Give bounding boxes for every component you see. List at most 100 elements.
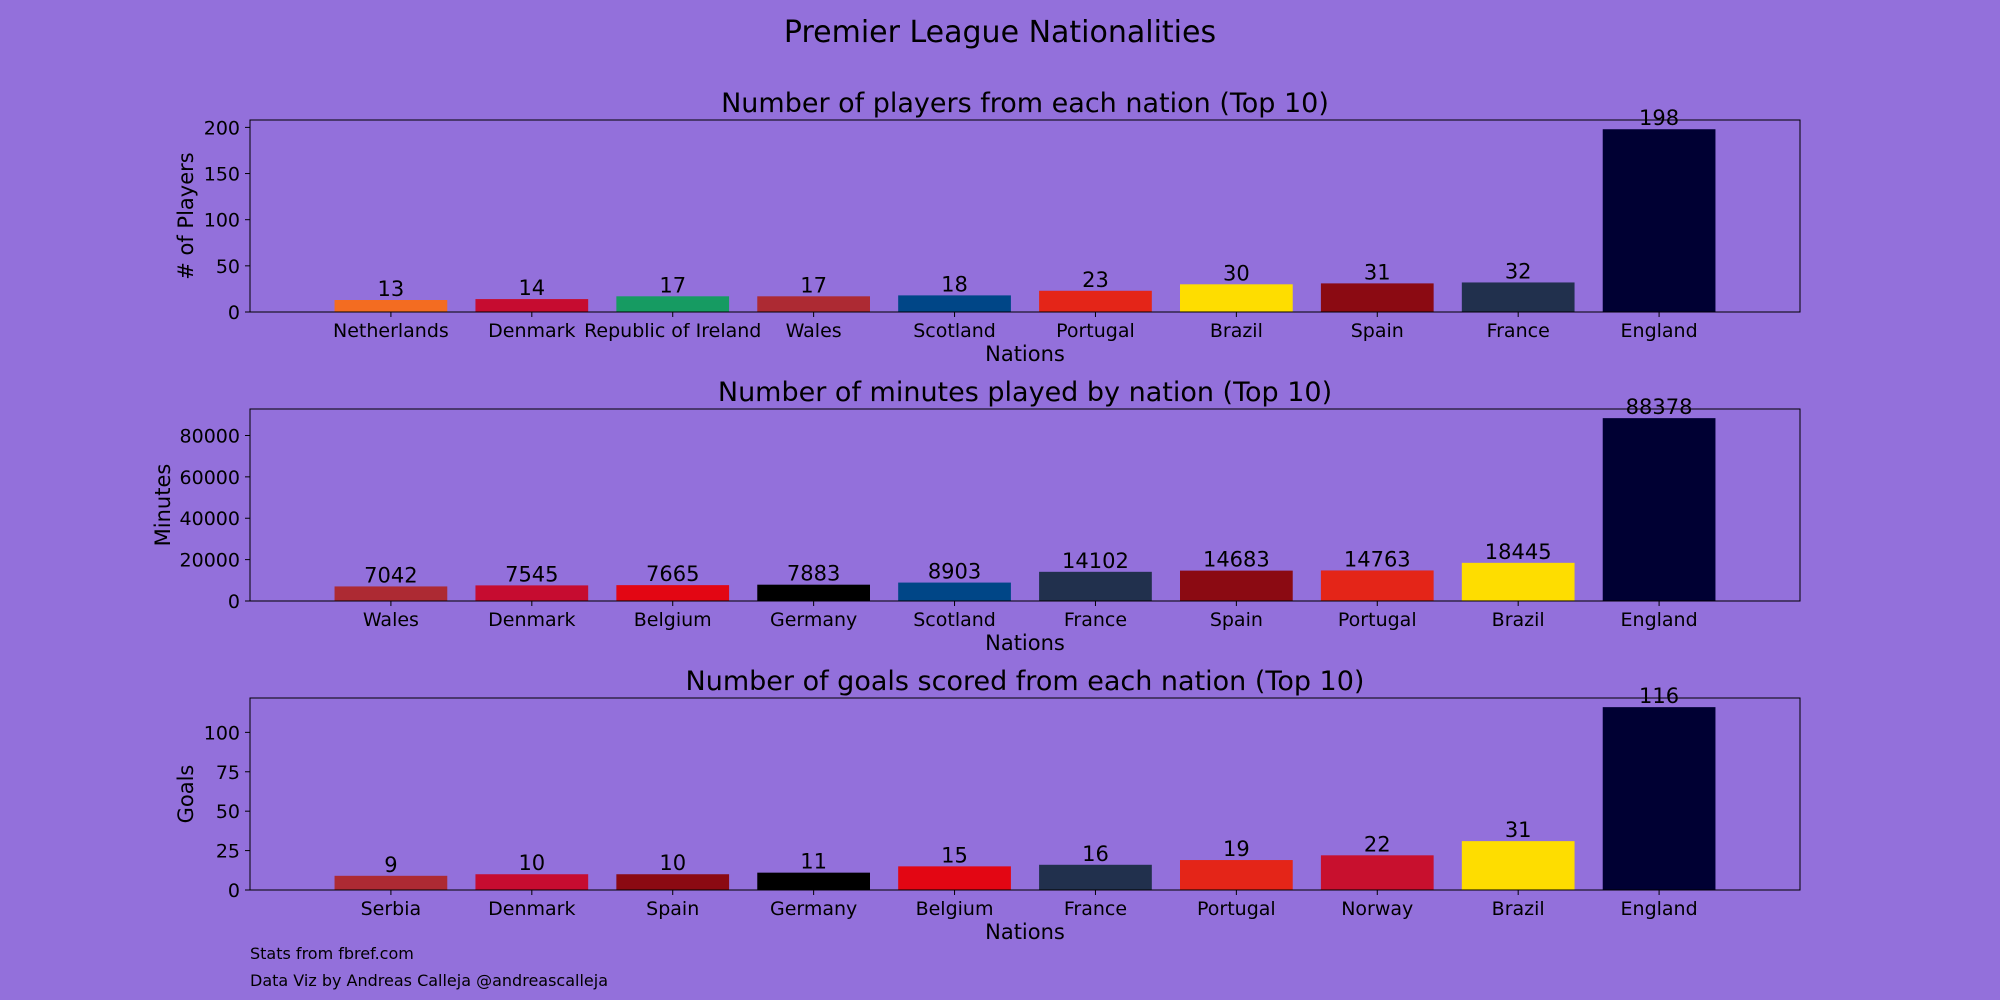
bar: [757, 296, 870, 312]
x-tick-label: Portugal: [1338, 609, 1417, 631]
x-tick-label: England: [1621, 609, 1698, 631]
data-label: 32: [1505, 259, 1532, 283]
data-label: 7665: [646, 562, 699, 586]
data-label: 14763: [1344, 547, 1411, 571]
bar: [898, 295, 1011, 312]
data-label: 88378: [1626, 395, 1693, 419]
data-label: 11: [800, 850, 827, 874]
data-label: 17: [659, 273, 686, 297]
chart-title: Number of players from each nation (Top …: [721, 88, 1329, 119]
figure-title: Premier League Nationalities: [784, 15, 1216, 50]
data-label: 19: [1223, 837, 1250, 861]
bar: [1320, 283, 1434, 312]
x-tick-label: France: [1064, 609, 1127, 631]
y-tick-label: 0: [228, 302, 240, 324]
bar: [1039, 864, 1152, 890]
x-tick-label: Germany: [770, 898, 857, 920]
bar: [616, 296, 730, 312]
x-axis-label: Nations: [985, 631, 1065, 655]
x-tick-label: Germany: [770, 609, 857, 631]
data-label: 14102: [1062, 549, 1129, 573]
data-label: 14683: [1203, 548, 1270, 572]
footer-credit: Data Viz by Andreas Calleja @andreascall…: [250, 971, 609, 990]
x-tick-label: France: [1064, 898, 1127, 920]
chart-title: Number of minutes played by nation (Top …: [718, 377, 1332, 408]
bar: [475, 585, 589, 601]
plot-frame: [249, 119, 1801, 313]
x-tick-label: Portugal: [1056, 320, 1135, 342]
x-tick-label: Scotland: [913, 609, 996, 631]
bar: [1180, 284, 1293, 312]
bar: [475, 874, 589, 890]
bar: [1320, 570, 1434, 601]
y-axis-label: Goals: [174, 765, 198, 824]
bar: [898, 866, 1011, 890]
y-tick-label: 50: [216, 256, 240, 278]
plot-frame: [249, 408, 1801, 602]
bar: [1180, 860, 1293, 890]
x-axis-label: Nations: [985, 920, 1065, 944]
x-tick-label: Belgium: [634, 609, 712, 631]
bar: [475, 299, 589, 312]
x-tick-label: Portugal: [1197, 898, 1276, 920]
x-axis-label: Nations: [985, 342, 1065, 366]
x-tick-label: Spain: [1210, 609, 1263, 631]
bar: [1320, 855, 1434, 890]
bar: [1602, 129, 1716, 312]
bar: [616, 874, 730, 890]
bar: [757, 584, 870, 601]
x-tick-label: Spain: [1351, 320, 1404, 342]
chart-3: Number of goals scored from each nation …: [174, 666, 1801, 944]
y-tick-label: 25: [216, 841, 240, 863]
charts-group: Number of players from each nation (Top …: [151, 88, 1801, 944]
data-label: 7042: [364, 563, 417, 587]
x-tick-label: Spain: [646, 898, 699, 920]
y-tick-label: 100: [204, 722, 240, 744]
data-label: 116: [1639, 684, 1679, 708]
x-tick-label: Wales: [786, 320, 842, 342]
chart-2: Number of minutes played by nation (Top …: [151, 377, 1801, 655]
y-tick-label: 60000: [180, 467, 240, 489]
x-tick-label: Brazil: [1492, 898, 1545, 920]
data-label: 15: [941, 843, 968, 867]
x-tick-label: Norway: [1341, 898, 1413, 920]
data-label: 23: [1082, 268, 1109, 292]
chart-title: Number of goals scored from each nation …: [686, 666, 1365, 697]
bar: [1602, 418, 1716, 601]
data-label: 31: [1364, 260, 1391, 284]
bar: [757, 872, 870, 890]
x-tick-label: England: [1621, 320, 1698, 342]
bar: [334, 875, 448, 890]
x-tick-label: Brazil: [1492, 609, 1545, 631]
x-tick-label: Belgium: [916, 898, 994, 920]
data-label: 17: [800, 273, 827, 297]
x-tick-label: France: [1487, 320, 1550, 342]
x-tick-label: England: [1621, 898, 1698, 920]
bar: [1039, 290, 1152, 312]
data-label: 31: [1505, 818, 1532, 842]
y-tick-label: 0: [228, 880, 240, 902]
data-label: 16: [1082, 842, 1109, 866]
y-tick-label: 80000: [180, 425, 240, 447]
data-label: 18445: [1485, 540, 1552, 564]
x-tick-label: Denmark: [488, 609, 575, 631]
x-tick-label: Republic of Ireland: [584, 320, 761, 342]
bar: [898, 582, 1011, 601]
data-label: 22: [1364, 832, 1391, 856]
x-tick-label: Scotland: [913, 320, 996, 342]
data-label: 9: [384, 853, 397, 877]
x-tick-label: Denmark: [488, 320, 575, 342]
data-label: 30: [1223, 261, 1250, 285]
data-label: 10: [518, 851, 545, 875]
bar: [616, 585, 730, 601]
x-tick-label: Netherlands: [333, 320, 449, 342]
y-tick-label: 0: [228, 591, 240, 613]
bar: [334, 586, 448, 601]
x-tick-label: Denmark: [488, 898, 575, 920]
data-label: 18: [941, 272, 968, 296]
y-axis-label: # of Players: [174, 152, 198, 279]
bar: [334, 300, 448, 312]
data-label: 198: [1639, 106, 1679, 130]
bar: [1039, 571, 1152, 601]
